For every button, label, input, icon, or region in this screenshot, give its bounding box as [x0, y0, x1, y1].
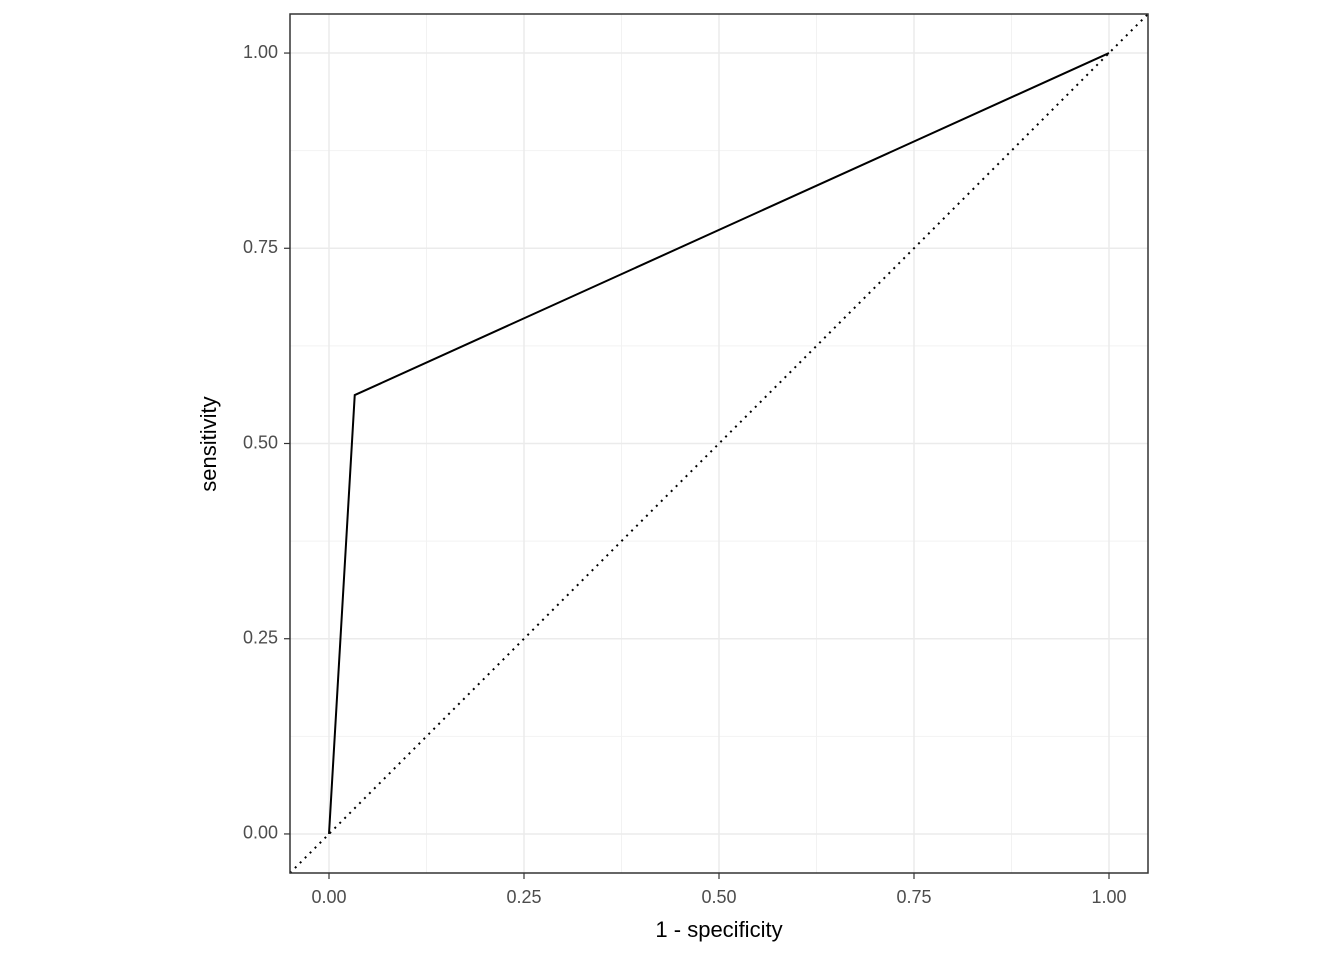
y-tick-label: 0.75 — [243, 237, 278, 257]
x-tick-label: 0.25 — [506, 887, 541, 907]
y-tick-label: 1.00 — [243, 42, 278, 62]
x-tick-label: 1.00 — [1091, 887, 1126, 907]
roc-curve — [328, 52, 1110, 835]
y-tick-label: 0.50 — [243, 432, 278, 452]
x-axis-title: 1 - specificity — [655, 917, 782, 942]
panel-border — [289, 13, 1149, 874]
y-tick-label: 0.00 — [243, 823, 278, 843]
y-tick-label: 0.25 — [243, 627, 278, 647]
y-axis-title: sensitivity — [196, 396, 221, 491]
x-tick-label: 0.50 — [701, 887, 736, 907]
x-tick-label: 0.00 — [311, 887, 346, 907]
x-tick-label: 0.75 — [896, 887, 931, 907]
